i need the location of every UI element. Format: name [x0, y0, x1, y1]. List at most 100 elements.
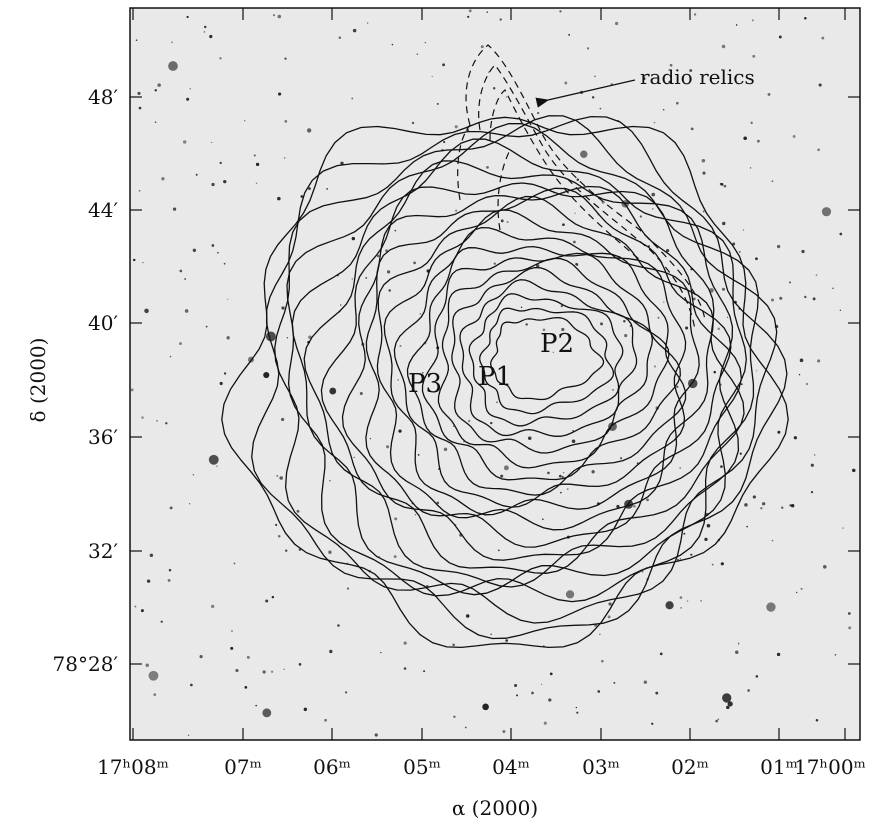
star — [306, 128, 312, 133]
star — [542, 328, 546, 332]
star — [821, 36, 825, 40]
star — [755, 675, 759, 678]
star — [564, 81, 568, 85]
star — [821, 207, 832, 217]
star — [655, 691, 659, 695]
star — [167, 578, 171, 582]
star — [776, 244, 781, 249]
star — [702, 210, 705, 213]
star — [721, 44, 726, 49]
star — [810, 463, 814, 467]
star — [700, 600, 702, 602]
star — [187, 734, 190, 737]
star — [536, 111, 540, 115]
star — [623, 319, 626, 323]
star — [778, 35, 782, 39]
star — [283, 668, 285, 671]
star — [148, 670, 159, 681]
star — [659, 652, 663, 656]
star — [399, 344, 402, 347]
star — [223, 372, 227, 375]
y-axis-label: δ (2000) — [26, 338, 50, 423]
star — [182, 140, 187, 144]
star — [226, 336, 230, 340]
star — [701, 159, 706, 163]
star — [722, 221, 726, 226]
star — [704, 537, 708, 541]
star — [230, 646, 234, 650]
star — [281, 306, 285, 310]
star — [168, 61, 178, 71]
star — [601, 659, 604, 663]
star — [272, 14, 276, 17]
star — [171, 41, 173, 44]
star — [219, 161, 222, 165]
star — [359, 392, 363, 395]
star — [615, 21, 619, 26]
star — [393, 555, 397, 559]
star — [244, 120, 246, 122]
star — [233, 562, 236, 565]
star — [720, 562, 724, 566]
star — [561, 327, 565, 332]
star — [394, 229, 397, 232]
star — [818, 83, 822, 87]
star — [633, 504, 636, 508]
star — [815, 274, 818, 276]
star — [692, 297, 696, 301]
star — [525, 323, 528, 326]
star — [137, 91, 141, 95]
star — [145, 663, 149, 667]
star — [227, 298, 229, 300]
star — [788, 281, 792, 284]
star — [397, 379, 399, 381]
star — [296, 509, 300, 513]
star — [685, 326, 689, 330]
star — [329, 387, 337, 395]
star — [651, 722, 654, 725]
star — [326, 188, 329, 190]
star — [424, 41, 427, 44]
star — [722, 693, 732, 703]
star — [388, 289, 391, 292]
star — [298, 663, 302, 666]
star — [308, 187, 311, 191]
star — [795, 591, 798, 594]
star — [558, 474, 562, 478]
star — [543, 721, 547, 725]
star — [270, 670, 274, 673]
star — [146, 579, 151, 583]
star — [842, 527, 844, 529]
star — [506, 220, 509, 224]
star — [436, 501, 440, 505]
star — [817, 359, 821, 363]
star — [500, 474, 504, 478]
star — [516, 694, 519, 697]
star — [744, 503, 748, 507]
star — [468, 9, 472, 13]
star — [574, 212, 576, 214]
star — [369, 438, 372, 440]
peak-label: P3 — [408, 369, 442, 399]
star — [168, 568, 172, 572]
star — [771, 298, 774, 302]
star — [195, 173, 198, 176]
star — [199, 655, 203, 659]
star — [366, 22, 369, 24]
x-tick-label: 17ʰ00ᵐ — [794, 755, 866, 779]
star — [747, 689, 750, 692]
star — [208, 454, 219, 465]
star — [140, 609, 144, 613]
star — [376, 254, 380, 258]
star — [422, 372, 424, 374]
star — [805, 382, 809, 386]
axes: 48′ 44′ 40′ 36′ 32′ 78°28′ 17ʰ08ᵐ 07ᵐ 06ᵐ 05ᵐ 04ᵐ 0… — [53, 8, 866, 779]
star — [262, 708, 272, 718]
star — [679, 467, 682, 469]
star — [804, 17, 807, 20]
star — [488, 71, 490, 73]
star — [767, 92, 771, 96]
star — [752, 54, 756, 58]
star — [651, 192, 656, 197]
star — [804, 295, 807, 299]
